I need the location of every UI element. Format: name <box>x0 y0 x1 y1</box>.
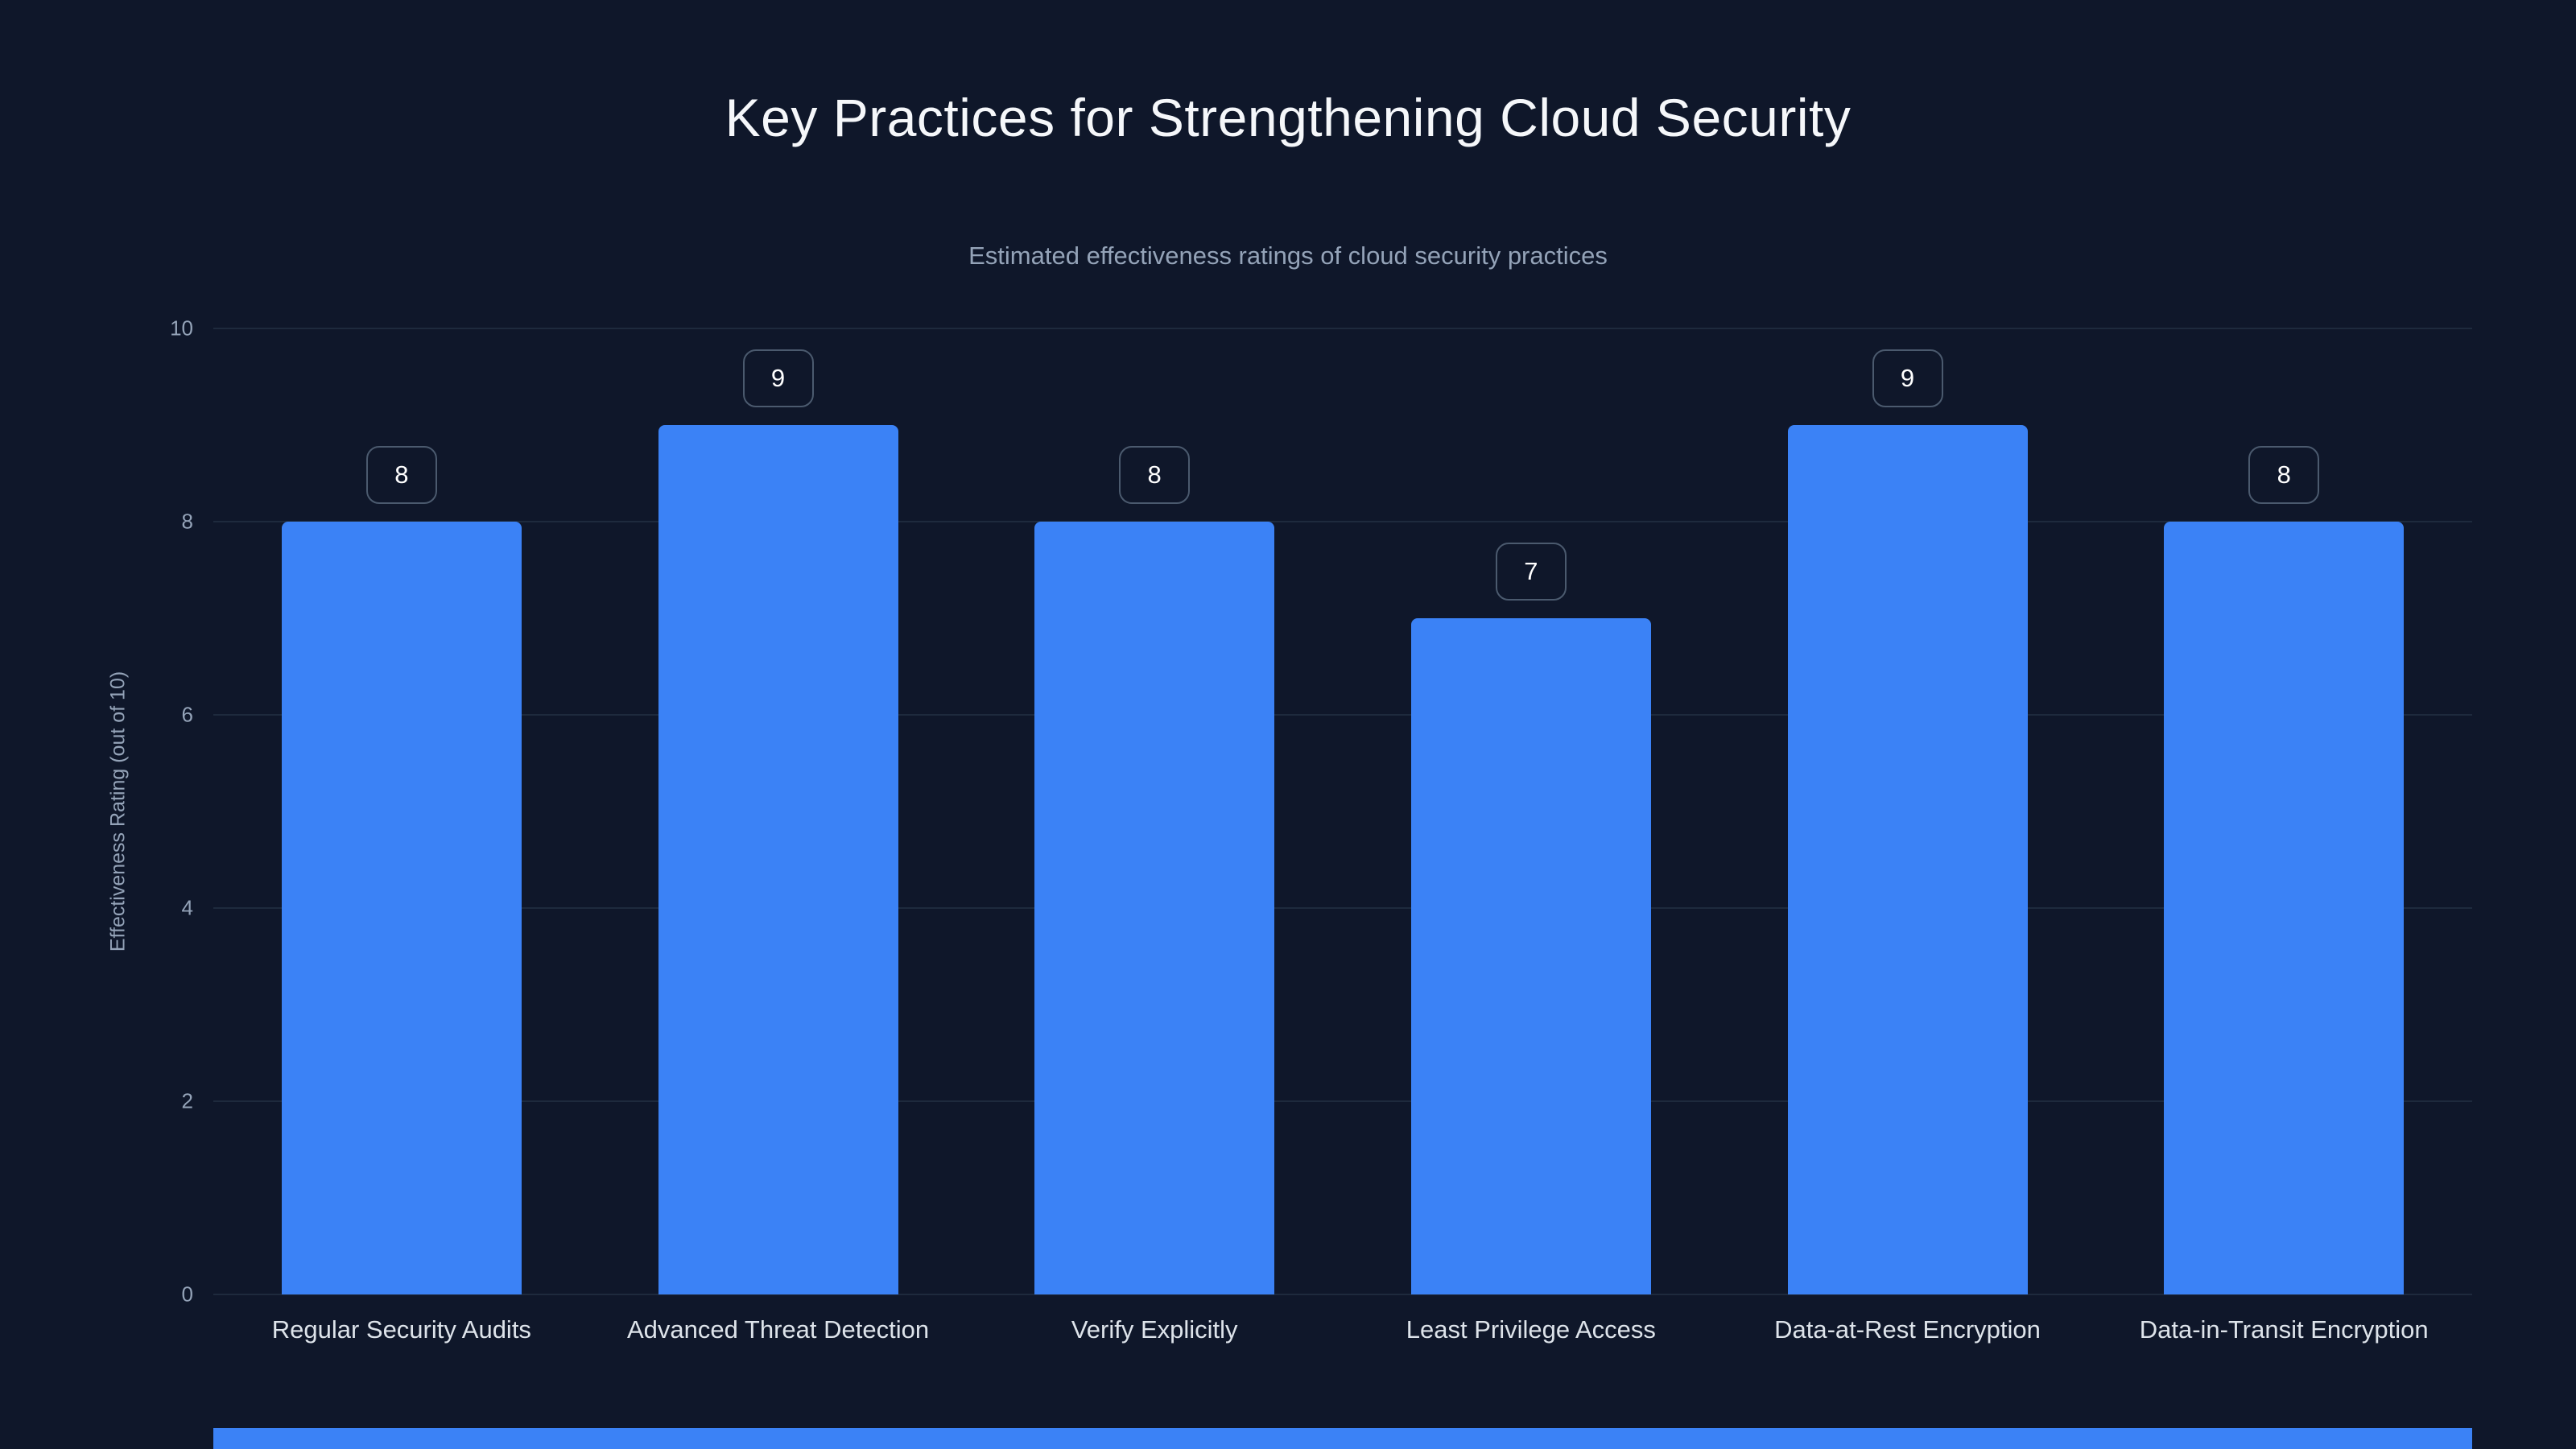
gridline <box>213 1100 2472 1102</box>
bar <box>1410 618 1651 1294</box>
bar-value-badge: 7 <box>1495 543 1567 601</box>
bar-slot: 9 <box>590 328 967 1294</box>
bar-slot: 7 <box>1343 328 1719 1294</box>
category-label: Data-at-Rest Encryption <box>1774 1315 2041 1344</box>
y-tick-label: 8 <box>181 509 193 534</box>
bar-series: 8 9 8 7 9 8 <box>213 328 2472 1294</box>
bar-slot: 8 <box>2095 328 2472 1294</box>
category-label: Data-in-Transit Encryption <box>2139 1315 2429 1344</box>
category-label: Least Privilege Access <box>1406 1315 1656 1344</box>
gridline <box>213 907 2472 909</box>
bar <box>2164 522 2405 1294</box>
gridline <box>213 714 2472 716</box>
plot-area: 8 9 8 7 9 8 <box>213 328 2472 1295</box>
gridlines <box>213 328 2472 1295</box>
bar-value-badge: 9 <box>742 349 814 407</box>
y-tick-label: 10 <box>170 316 193 341</box>
y-tick-label: 6 <box>181 702 193 727</box>
bar-value-badge: 8 <box>2248 446 2320 504</box>
bar-slot: 9 <box>1719 328 2096 1294</box>
bar <box>1034 522 1275 1294</box>
category-label: Verify Explicitly <box>1071 1315 1238 1344</box>
chart-subtitle: Estimated effectiveness ratings of cloud… <box>968 242 1608 270</box>
y-tick-label: 2 <box>181 1088 193 1113</box>
bar <box>1787 425 2028 1294</box>
bar-slot: 8 <box>213 328 590 1294</box>
bar-value-badge: 8 <box>365 446 437 504</box>
category-label: Regular Security Audits <box>271 1315 531 1344</box>
bar <box>281 522 522 1294</box>
gridline <box>213 521 2472 522</box>
bar-slot: 8 <box>966 328 1343 1294</box>
gridline <box>213 1294 2472 1295</box>
bar-value-badge: 8 <box>1119 446 1191 504</box>
bar <box>658 425 898 1294</box>
y-tick-label: 0 <box>181 1282 193 1307</box>
category-label: Advanced Threat Detection <box>626 1315 930 1344</box>
chart-title: Key Practices for Strengthening Cloud Se… <box>724 88 1852 147</box>
y-tick-label: 4 <box>181 895 193 920</box>
bottom-accent-strip <box>213 1428 2472 1449</box>
x-axis-category-labels: Regular Security Audits Advanced Threat D… <box>213 1315 2472 1344</box>
gridline <box>213 328 2472 329</box>
bar-value-badge: 9 <box>1872 349 1943 407</box>
y-axis-ticks: 0 2 4 6 8 10 <box>0 316 193 1307</box>
